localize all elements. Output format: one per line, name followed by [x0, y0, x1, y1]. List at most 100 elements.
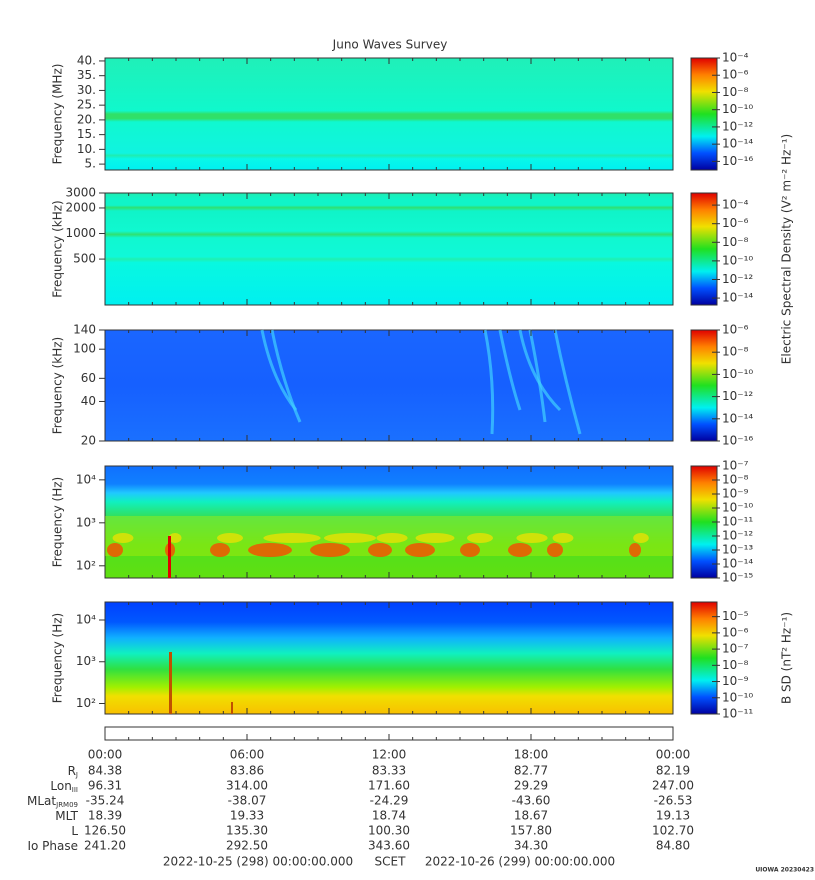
ephemeris-value: 135.30: [226, 824, 268, 838]
y-tick-label: 10³: [76, 654, 96, 668]
y-tick-label: 20: [81, 434, 96, 448]
ephemeris-value: 34.30: [514, 839, 548, 853]
ephemeris-value: 157.80: [510, 824, 552, 838]
emission-blob: [248, 543, 292, 557]
colorbar-tick-label: 10⁻¹⁶: [722, 154, 753, 168]
colorbar-tick-label: 10⁻⁸: [722, 235, 749, 249]
ephemeris-value: 100.30: [368, 824, 410, 838]
ephemeris-value: 247.00: [652, 779, 694, 793]
ephemeris-label: LonIII: [50, 779, 78, 795]
ephemeris-label: Io Phase: [27, 839, 78, 853]
y-tick-label: 5.: [85, 157, 96, 171]
colorbar-tick-label: 10⁻⁶: [722, 323, 749, 337]
colorbar-tick-label: 10⁻¹⁴: [722, 557, 753, 571]
colorbar-tick-label: 10⁻¹²: [722, 119, 753, 133]
ephemeris-label-sub: JRM09: [55, 801, 78, 809]
emission-blob: [405, 543, 435, 557]
colorbar: [690, 192, 718, 306]
y-axis-label: Frequency (Hz): [51, 613, 65, 704]
ephemeris-label-sub: III: [72, 786, 78, 794]
colorbar-tick-label: 10⁻⁸: [722, 85, 749, 99]
emission-spike: [231, 702, 233, 714]
emission-blob: [368, 543, 392, 557]
y-tick-label: 15.: [77, 127, 96, 141]
ephemeris-value: 84.80: [656, 839, 690, 853]
emission-blob: [552, 533, 574, 543]
y-axis-label: Frequency (kHz): [51, 337, 65, 434]
footer-stamp: UIOWA 20230423: [755, 867, 814, 874]
ephemeris-value: -24.29: [370, 794, 409, 808]
colorbar-tick-label: 10⁻¹⁴: [722, 291, 753, 305]
spectrogram: [104, 329, 674, 442]
spectrogram-features: [105, 516, 673, 578]
colorbar: [690, 329, 718, 442]
colorbar: [690, 57, 718, 171]
ephemeris-value: 241.20: [84, 839, 126, 853]
ephemeris-value: 343.60: [368, 839, 410, 853]
colorbar-tick-label: 10⁻⁴: [722, 198, 749, 212]
colorbar-tick-label: 10⁻¹¹: [722, 707, 753, 721]
y-tick-label: 40: [81, 394, 96, 408]
ephemeris-label: MLatJRM09: [27, 794, 78, 810]
ephemeris-label: MLT: [55, 809, 78, 823]
y-tick-label: 3000: [65, 186, 96, 200]
chart-title: Juno Waves Survey: [332, 38, 448, 52]
colorbar-tick-label: 10⁻¹⁴: [722, 137, 753, 151]
ephemeris-value: 18.74: [372, 809, 406, 823]
colorbar-tick-label: 10⁻¹⁰: [722, 367, 753, 381]
colorbar-label: Electric Spectral Density (V² m⁻² Hz⁻¹): [780, 134, 794, 364]
emission-spike: [169, 652, 172, 714]
colorbar-label: B SD (nT² Hz⁻¹): [780, 612, 794, 704]
colorbar-tick-label: 10⁻¹⁶: [722, 434, 753, 448]
colorbar-tick-label: 10⁻⁹: [722, 674, 749, 688]
colorbar-tick-label: 10⁻¹²: [722, 529, 753, 543]
x-tick-label: 06:00: [230, 748, 265, 762]
ephemeris-value: 171.60: [368, 779, 410, 793]
ephemeris-value: 126.50: [84, 824, 126, 838]
ephemeris-value: 83.86: [230, 764, 264, 778]
ephemeris-value: 82.77: [514, 764, 548, 778]
y-tick-label: 140: [73, 323, 96, 337]
ephemeris-value: 29.29: [514, 779, 548, 793]
y-tick-label: 10.: [77, 142, 96, 156]
colorbar-tick-label: 10⁻¹⁵: [722, 571, 753, 585]
ephemeris-value: -26.53: [654, 794, 693, 808]
y-tick-label: 10³: [76, 515, 96, 529]
colorbar-tick-label: 10⁻¹²: [722, 272, 753, 286]
emission-blob: [460, 543, 480, 557]
emission-blob: [629, 543, 641, 557]
ephemeris-label-name: Io Phase: [27, 839, 78, 853]
emission-streak: [553, 329, 582, 435]
colorbar-tick-label: 10⁻¹⁰: [722, 102, 753, 116]
emission-spike: [168, 536, 171, 578]
colorbar-tick-label: 10⁻⁵: [722, 609, 749, 623]
y-axis-label: Frequency (MHz): [51, 64, 65, 165]
emission-blob: [508, 543, 532, 557]
y-tick-label: 10²: [76, 696, 96, 710]
colorbar-tick-label: 10⁻⁹: [722, 487, 749, 501]
colorbar-tick-label: 10⁻¹⁰: [722, 253, 753, 267]
y-tick-label: 500: [73, 252, 96, 266]
ephemeris-value: 19.33: [230, 809, 264, 823]
emission-blob: [516, 533, 548, 543]
emission-streak: [483, 329, 495, 435]
y-tick-label: 20.: [77, 112, 96, 126]
y-tick-label: 10⁴: [76, 472, 96, 486]
ephemeris-value: 19.13: [656, 809, 690, 823]
spectrogram: [104, 601, 674, 715]
colorbar: [690, 601, 718, 715]
ephemeris-value: 96.31: [88, 779, 122, 793]
ephemeris-value: 18.67: [514, 809, 548, 823]
y-tick-label: 100: [73, 342, 96, 356]
ephemeris-value: 102.70: [652, 824, 694, 838]
emission-blob: [168, 533, 182, 543]
ephemeris-label-name: Lon: [50, 779, 71, 793]
ephemeris-value: -38.07: [228, 794, 267, 808]
emission-streak: [518, 329, 562, 412]
y-tick-label: 40.: [77, 53, 96, 67]
emission-blob: [415, 533, 455, 543]
emission-blob: [633, 533, 649, 543]
colorbar-tick-label: 10⁻⁷: [722, 459, 749, 473]
colorbar-tick-label: 10⁻⁸: [722, 345, 749, 359]
